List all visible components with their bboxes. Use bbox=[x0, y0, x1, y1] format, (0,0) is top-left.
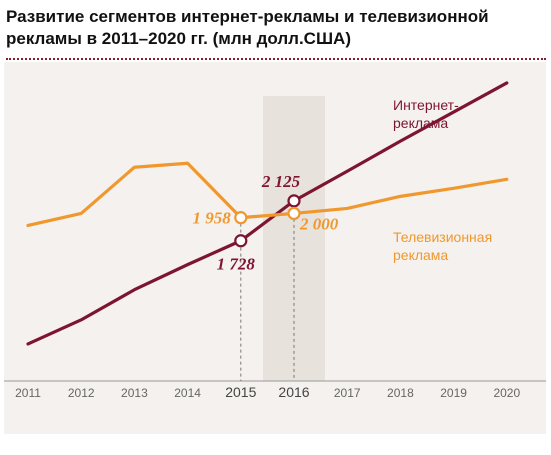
chart-title-line-2: рекламы в 2011–2020 гг. (млн долл.США) bbox=[6, 29, 351, 48]
x-tick-label-2016: 2016 bbox=[278, 384, 309, 400]
series-label-internet-line-1: Интернет- bbox=[393, 97, 459, 113]
point-marker-tv-2016 bbox=[287, 206, 301, 221]
x-tick-label-2015: 2015 bbox=[225, 384, 256, 400]
x-tick-label-2018: 2018 bbox=[387, 386, 414, 400]
title-divider bbox=[6, 58, 546, 60]
series-line-internet bbox=[26, 81, 509, 346]
data-label-internet-2016: 2 125 bbox=[261, 172, 301, 191]
data-label-tv-2016: 2 000 bbox=[299, 214, 339, 233]
x-tick-label-2019: 2019 bbox=[440, 386, 467, 400]
chart-title-line-1: Развитие сегментов интернет-рекламы и те… bbox=[6, 7, 489, 26]
series-label-tv-line-2: реклама bbox=[393, 247, 448, 263]
point-marker-internet-2015 bbox=[234, 234, 248, 248]
series-label-tv: Телевизионная реклама bbox=[393, 229, 492, 263]
point-marker-internet-2016 bbox=[287, 194, 301, 208]
x-tick-label-2012: 2012 bbox=[68, 386, 95, 400]
series-line-tv bbox=[26, 161, 509, 228]
data-label-internet-2015: 1 728 bbox=[217, 255, 256, 274]
x-tick-label-2014: 2014 bbox=[174, 386, 201, 400]
series-label-tv-line-1: Телевизионная bbox=[393, 229, 492, 245]
x-tick-label-2020: 2020 bbox=[493, 386, 520, 400]
series-label-internet-line-2: реклама bbox=[393, 115, 448, 131]
series-label-internet: Интернет-реклама bbox=[393, 97, 459, 131]
x-tick-label-2017: 2017 bbox=[334, 386, 361, 400]
chart-title: Развитие сегментов интернет-рекламы и те… bbox=[6, 6, 546, 50]
x-tick-label-2013: 2013 bbox=[121, 386, 148, 400]
data-label-tv-2015: 1 958 bbox=[193, 209, 232, 228]
x-tick-label-2011: 2011 bbox=[15, 386, 41, 400]
point-marker-tv-2015 bbox=[234, 211, 248, 225]
